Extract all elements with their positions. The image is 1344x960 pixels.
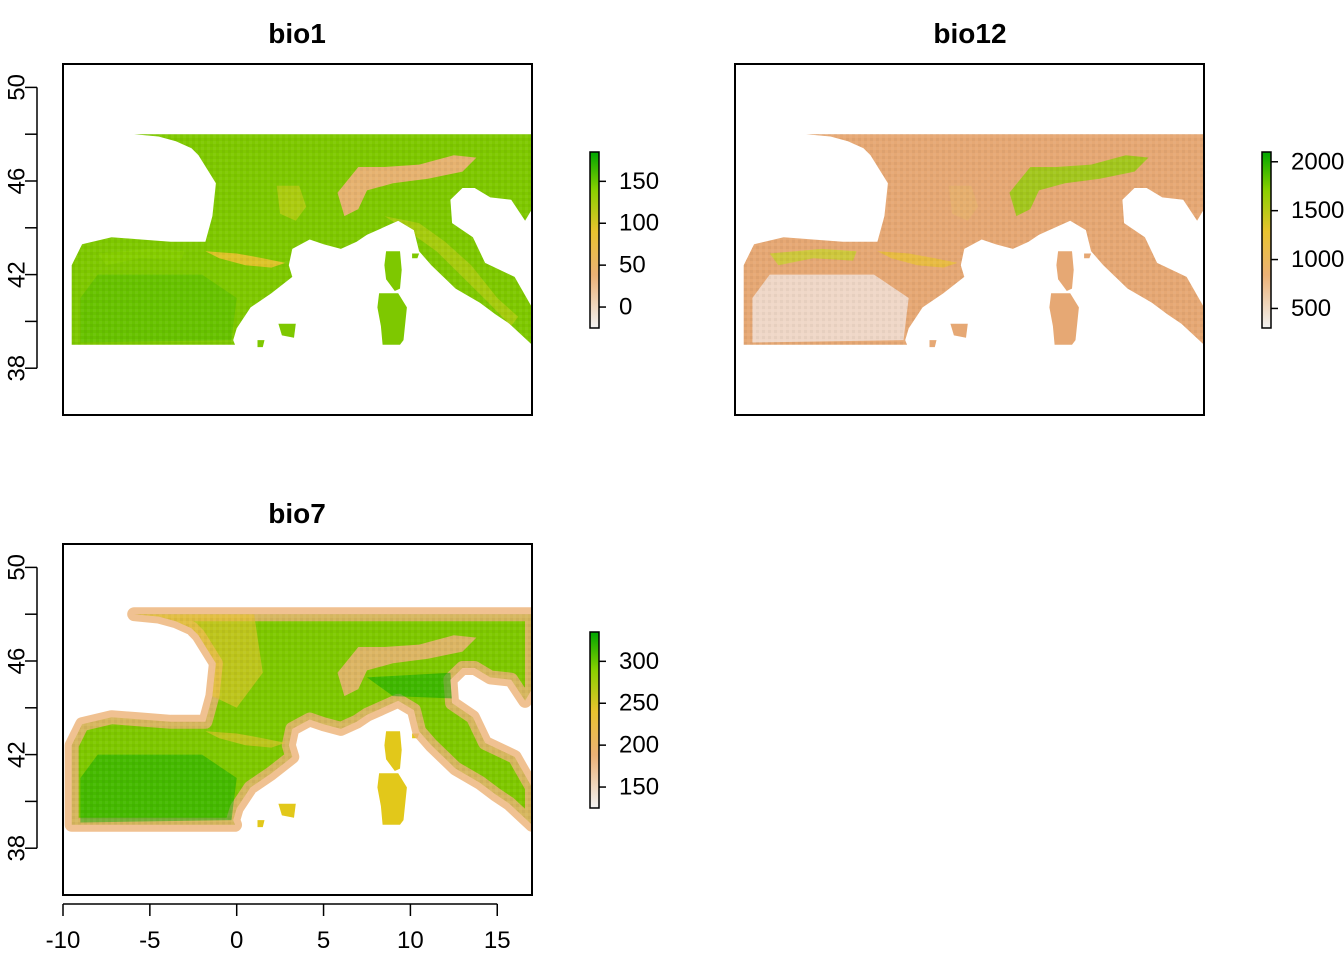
panel-title: bio12 bbox=[933, 18, 1006, 49]
island bbox=[257, 820, 265, 828]
legend-colorbar: 500 1000 1500 2000 bbox=[1261, 148, 1344, 329]
panel-title: bio7 bbox=[268, 498, 326, 529]
map-panel-bio12: bio12 500 1000 1500 2000 bbox=[734, 18, 1344, 416]
legend-tick-label: 300 bbox=[619, 648, 659, 675]
y-tick-label: 50 bbox=[4, 554, 31, 581]
x-tick-label: 10 bbox=[397, 927, 424, 954]
legend-tick-label: 150 bbox=[619, 774, 659, 801]
island bbox=[278, 803, 296, 818]
legend-tick-label: 250 bbox=[619, 690, 659, 717]
legend-tick-label: 2000 bbox=[1291, 148, 1344, 175]
x-tick-label: -5 bbox=[139, 927, 160, 954]
legend-tick-label: 1500 bbox=[1291, 197, 1344, 224]
legend-tick-label: 500 bbox=[1291, 295, 1331, 322]
y-tick-label: 42 bbox=[4, 261, 31, 288]
island bbox=[1049, 293, 1079, 345]
island bbox=[257, 340, 265, 348]
plot-frame bbox=[62, 543, 533, 896]
raster-texture bbox=[71, 614, 532, 825]
legend-colorbar: 0 50 100 150 bbox=[589, 151, 659, 329]
raster-layer bbox=[743, 134, 1204, 348]
island bbox=[384, 251, 402, 291]
raster-texture bbox=[71, 134, 532, 345]
y-tick-label: 38 bbox=[4, 355, 31, 382]
x-tick-label: 5 bbox=[317, 927, 330, 954]
y-tick-label: 38 bbox=[4, 835, 31, 862]
plot-frame bbox=[62, 63, 533, 416]
legend-tick-label: 0 bbox=[619, 294, 632, 321]
island bbox=[1056, 251, 1074, 291]
colorbar bbox=[589, 151, 600, 329]
island bbox=[377, 293, 407, 345]
map-panel-bio1: bio1 38 42 46 50 0 50 100 150 bbox=[4, 18, 659, 416]
plot-frame bbox=[734, 63, 1205, 416]
island bbox=[384, 731, 402, 771]
raster-texture bbox=[743, 134, 1204, 345]
island bbox=[412, 253, 420, 259]
map-panel-bio7: bio7 38 42 46 50 -10 -5 0 5 10 15 150 200 250 300 bbox=[4, 498, 660, 954]
y-tick-label: 50 bbox=[4, 74, 31, 101]
raster-layer bbox=[71, 134, 532, 348]
y-axis: 38 42 46 50 bbox=[4, 74, 38, 382]
panel-title: bio1 bbox=[268, 18, 326, 49]
colorbar bbox=[1261, 151, 1272, 329]
raster-layer bbox=[64, 607, 532, 832]
island bbox=[377, 773, 407, 825]
colorbar bbox=[589, 631, 600, 809]
legend-tick-label: 1000 bbox=[1291, 246, 1344, 273]
x-axis: -10 -5 0 5 10 15 bbox=[46, 903, 511, 954]
y-tick-label: 46 bbox=[4, 168, 31, 195]
legend-tick-label: 150 bbox=[619, 168, 659, 195]
legend-colorbar: 150 200 250 300 bbox=[589, 631, 659, 809]
x-tick-label: 0 bbox=[230, 927, 243, 954]
island bbox=[950, 323, 968, 338]
island bbox=[929, 340, 937, 348]
x-tick-label: 15 bbox=[484, 927, 511, 954]
island bbox=[278, 323, 296, 338]
y-axis: 38 42 46 50 bbox=[4, 554, 38, 862]
x-tick-label: -10 bbox=[46, 927, 81, 954]
y-tick-label: 42 bbox=[4, 741, 31, 768]
y-tick-label: 46 bbox=[4, 648, 31, 675]
legend-tick-label: 200 bbox=[619, 732, 659, 759]
island bbox=[1084, 253, 1092, 259]
legend-tick-label: 50 bbox=[619, 252, 646, 279]
legend-tick-label: 100 bbox=[619, 210, 659, 237]
